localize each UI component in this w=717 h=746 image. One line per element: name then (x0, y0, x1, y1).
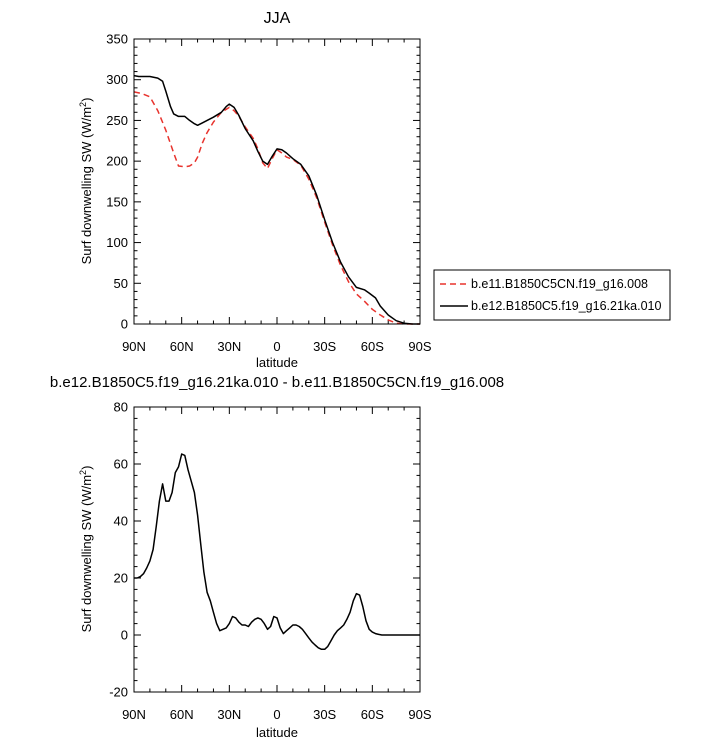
legend-box (433, 269, 671, 321)
bottom-ylabel: Surf downwelling SW (W/m2) (78, 466, 94, 633)
y-tick-label: 20 (114, 571, 128, 586)
y-tick-label: 50 (114, 276, 128, 291)
series-line-1 (133, 74, 420, 325)
top-plot-frame (133, 38, 421, 325)
bottom-ticks: -20 0 20 40 60 80 90N 60N 30N 0 30S 60S 90S (109, 400, 432, 723)
x-tick-label: 60N (170, 339, 194, 354)
x-tick-label: 90N (122, 339, 146, 354)
bottom-xlabel: latitude (256, 725, 298, 740)
legend-label-1: b.e12.B1850C5.f19_g16.21ka.010 (471, 299, 661, 313)
series-line-0 (133, 91, 420, 325)
bottom-plot-frame (133, 406, 421, 693)
y-tick-label: -20 (109, 685, 128, 700)
y-tick-label: 150 (106, 194, 128, 209)
y-tick-label: 0 (121, 317, 128, 332)
y-tick-label: 80 (114, 400, 128, 415)
bottom-panel: b.e12.B1850C5.f19_g16.21ka.010 - b.e11.B… (50, 374, 504, 740)
x-tick-label: 60S (361, 339, 384, 354)
top-ticks: 0 50 100 150 200 250 300 350 90N 60N 30N 0 30S 60S 90S (106, 32, 432, 355)
y-tick-label: 350 (106, 32, 128, 47)
y-tick-label: 250 (106, 113, 128, 128)
x-tick-label: 90S (408, 707, 431, 722)
x-tick-label: 60N (170, 707, 194, 722)
x-tick-label: 30N (217, 339, 241, 354)
top-ylabel: Surf downwelling SW (W/m2) (78, 98, 94, 265)
x-tick-label: 30S (313, 339, 336, 354)
y-tick-label: 40 (114, 514, 128, 529)
x-tick-label: 0 (273, 707, 280, 722)
legend-label-0: b.e11.B1850C5CN.f19_g16.008 (471, 277, 648, 291)
y-tick-label: 0 (121, 628, 128, 643)
bottom-series (134, 453, 420, 651)
y-tick-label: 300 (106, 72, 128, 87)
x-tick-label: 0 (273, 339, 280, 354)
y-tick-label: 200 (106, 154, 128, 169)
x-tick-label: 30S (313, 707, 336, 722)
top-series (133, 74, 420, 325)
top-xlabel: latitude (256, 355, 298, 370)
x-tick-label: 90S (408, 339, 431, 354)
y-tick-label: 60 (114, 457, 128, 472)
series-line-0 (134, 453, 420, 651)
top-title: JJA (264, 10, 291, 27)
bottom-title: b.e12.B1850C5.f19_g16.21ka.010 - b.e11.B… (50, 374, 504, 391)
legend: b.e11.B1850C5CN.f19_g16.008 b.e12.B1850C… (433, 269, 671, 321)
x-tick-label: 30N (217, 707, 241, 722)
x-tick-label: 60S (361, 707, 384, 722)
y-tick-label: 100 (106, 235, 128, 250)
x-tick-label: 90N (122, 707, 146, 722)
top-panel: JJA 0 50 100 150 200 250 300 350 90N 60N 30N 0 30S 60… (78, 10, 671, 370)
